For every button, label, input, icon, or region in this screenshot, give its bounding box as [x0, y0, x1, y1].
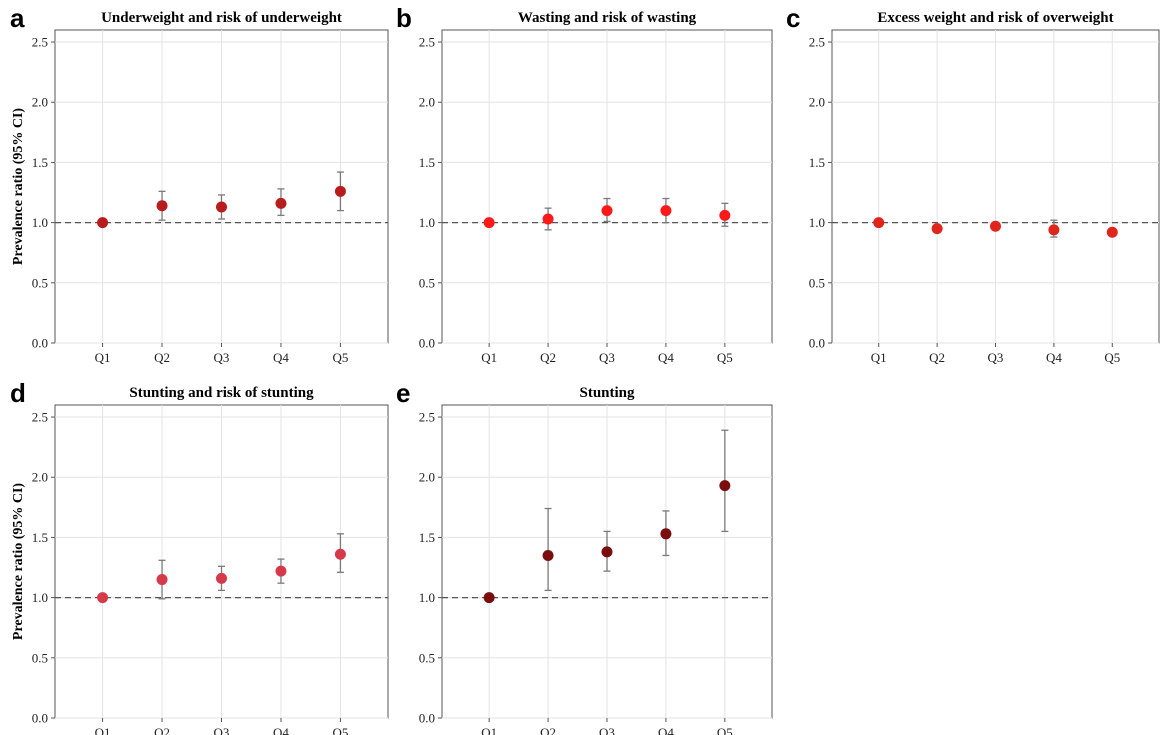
panel-a: 0.0 0.5 1.0 1.5 2.0 2.5 Q1 Q2 Q3 Q4 Q5 Underweight …	[10, 3, 389, 365]
panel-letter: a	[10, 3, 25, 33]
panel-title: Stunting	[579, 385, 635, 401]
data-point	[601, 205, 613, 217]
panel-c: 0.0 0.5 1.0 1.5 2.0 2.5 Q1 Q2 Q3 Q4 Q5 Excess weigh…	[786, 3, 1160, 365]
x-tick-label: Q4	[658, 725, 674, 735]
panel-title: Stunting and risk of stunting	[129, 385, 314, 401]
data-point	[97, 217, 109, 229]
y-tick-label: 1.5	[32, 155, 48, 170]
x-tick-label: Q4	[273, 725, 289, 735]
data-point	[156, 574, 168, 586]
x-tick-label: Q1	[481, 725, 497, 735]
panel-title: Wasting and risk of wasting	[518, 10, 697, 26]
y-tick-label: 2.5	[32, 410, 48, 425]
data-point	[601, 546, 613, 558]
panel-letter: e	[396, 378, 410, 408]
data-point	[873, 217, 885, 229]
x-tick-label: Q1	[481, 350, 497, 365]
data-point	[719, 480, 731, 492]
y-axis-title: Prevalence ratio (95% CI)	[11, 483, 26, 641]
x-tick-label: Q2	[540, 350, 556, 365]
y-tick-label: 1.0	[419, 215, 435, 230]
y-tick-label: 1.5	[32, 530, 48, 545]
y-tick-label: 2.5	[809, 35, 825, 50]
panel-e: 0.0 0.5 1.0 1.5 2.0 2.5 Q1 Q2 Q3 Q4 Q5 Stunting e	[396, 378, 773, 735]
panel-letter: c	[786, 3, 800, 33]
data-point	[275, 565, 287, 577]
y-tick-label: 1.5	[419, 530, 435, 545]
panel-b: 0.0 0.5 1.0 1.5 2.0 2.5 Q1 Q2 Q3 Q4 Q5 Wasting and …	[396, 3, 773, 365]
data-point	[156, 200, 168, 212]
y-tick-label: 1.5	[419, 155, 435, 170]
y-tick-label: 0.0	[419, 711, 435, 726]
panel-title: Excess weight and risk of overweight	[877, 10, 1113, 26]
y-axis-title: Prevalence ratio (95% CI)	[11, 108, 26, 266]
y-tick-label: 2.0	[32, 95, 48, 110]
y-tick-label: 0.5	[32, 650, 48, 665]
data-point	[1048, 224, 1060, 236]
y-tick-label: 0.0	[809, 336, 825, 351]
x-tick-label: Q1	[95, 350, 111, 365]
data-point	[990, 220, 1001, 232]
x-tick-label: Q2	[154, 725, 170, 735]
x-tick-label: Q5	[1104, 350, 1120, 365]
data-point	[542, 549, 554, 561]
data-point	[334, 548, 346, 560]
y-tick-label: 1.0	[419, 590, 435, 605]
y-tick-label: 2.5	[419, 35, 435, 50]
y-tick-label: 0.0	[419, 336, 435, 351]
y-tick-label: 2.5	[419, 410, 435, 425]
x-tick-label: Q5	[332, 725, 348, 735]
y-tick-label: 2.0	[809, 95, 825, 110]
panel-d: 0.0 0.5 1.0 1.5 2.0 2.5 Q1 Q2 Q3 Q4 Q5 Stunting and…	[10, 378, 389, 735]
y-tick-label: 1.5	[809, 155, 825, 170]
data-point	[216, 201, 227, 213]
panel-letter: d	[10, 378, 26, 408]
panel-letter: b	[396, 3, 412, 33]
x-tick-label: Q5	[717, 350, 733, 365]
data-point	[483, 217, 495, 229]
y-tick-label: 1.0	[32, 215, 48, 230]
data-point	[275, 197, 287, 209]
x-tick-label: Q5	[717, 725, 733, 735]
x-tick-label: Q4	[1046, 350, 1062, 365]
x-tick-label: Q2	[929, 350, 945, 365]
data-point	[97, 592, 109, 604]
data-point	[719, 209, 731, 221]
x-tick-label: Q3	[599, 350, 615, 365]
x-tick-label: Q2	[540, 725, 556, 735]
x-tick-label: Q1	[871, 350, 887, 365]
x-tick-label: Q3	[988, 350, 1004, 365]
y-tick-label: 0.5	[809, 275, 825, 290]
y-tick-label: 1.0	[809, 215, 825, 230]
x-tick-label: Q5	[332, 350, 348, 365]
data-point	[660, 528, 672, 540]
y-tick-label: 2.0	[32, 470, 48, 485]
x-tick-label: Q4	[273, 350, 289, 365]
data-point	[542, 213, 554, 225]
y-tick-label: 0.5	[419, 650, 435, 665]
x-tick-label: Q2	[154, 350, 170, 365]
y-tick-label: 0.5	[32, 275, 48, 290]
data-point	[334, 185, 346, 197]
y-tick-label: 2.5	[32, 35, 48, 50]
y-tick-label: 0.5	[419, 275, 435, 290]
x-tick-label: Q4	[658, 350, 674, 365]
panel-title: Underweight and risk of underweight	[101, 10, 342, 26]
y-tick-label: 1.0	[32, 590, 48, 605]
x-tick-label: Q3	[599, 725, 615, 735]
y-tick-label: 2.0	[419, 470, 435, 485]
x-tick-label: Q1	[95, 725, 111, 735]
data-point	[483, 592, 495, 604]
y-tick-label: 0.0	[32, 336, 48, 351]
x-tick-label: Q3	[214, 350, 230, 365]
y-tick-label: 2.0	[419, 95, 435, 110]
y-tick-label: 0.0	[32, 711, 48, 726]
data-point	[1106, 226, 1118, 238]
data-point	[216, 572, 227, 584]
data-point	[931, 223, 943, 235]
data-point	[660, 205, 672, 217]
x-tick-label: Q3	[214, 725, 230, 735]
